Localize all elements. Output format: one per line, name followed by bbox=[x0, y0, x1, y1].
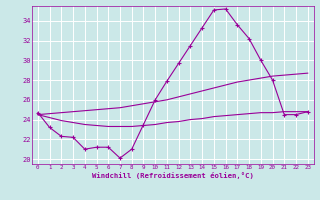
X-axis label: Windchill (Refroidissement éolien,°C): Windchill (Refroidissement éolien,°C) bbox=[92, 172, 254, 179]
